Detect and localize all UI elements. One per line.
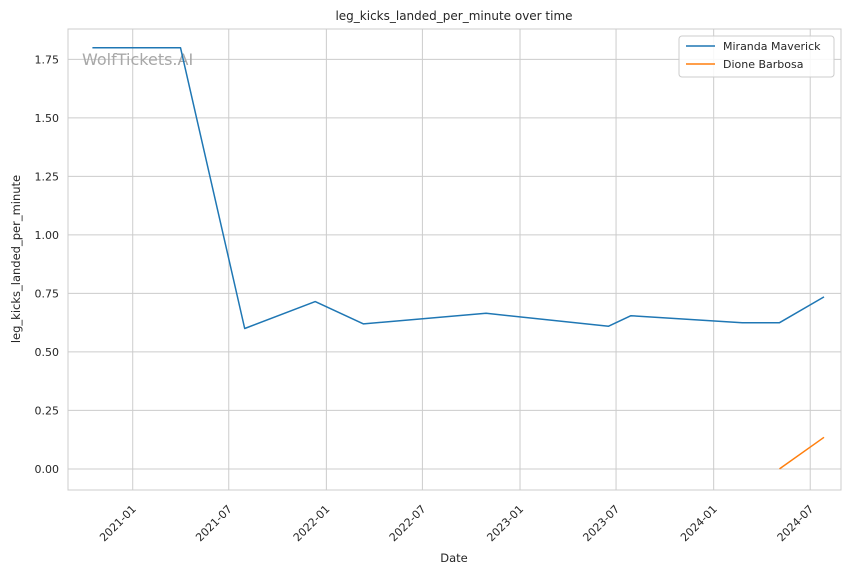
x-tick-label: 2024-01 (678, 503, 720, 545)
y-tick-label: 0.00 (35, 463, 60, 476)
x-axis-ticks: 2021-01 2021-07 2022-01 2022-07 2023-01 2023-… (97, 503, 816, 545)
y-tick-label: 0.50 (35, 346, 60, 359)
y-axis-ticks: 0.00 0.25 0.50 0.75 1.00 1.25 1.50 1.75 (35, 53, 60, 476)
y-tick-label: 1.25 (35, 170, 60, 183)
x-tick-label: 2022-01 (291, 503, 333, 545)
y-tick-label: 0.75 (35, 287, 60, 300)
series-line-0 (92, 46, 825, 330)
x-tick-label: 2021-07 (193, 503, 235, 545)
y-tick-label: 1.50 (35, 112, 60, 125)
plot-frame (67, 28, 842, 491)
series-line-1 (779, 436, 825, 470)
x-tick-label: 2023-01 (484, 503, 526, 545)
chart-title: leg_kicks_landed_per_minute over time (335, 9, 572, 23)
y-axis-label: leg_kicks_landed_per_minute (9, 175, 23, 343)
series-lines (92, 46, 825, 470)
x-tick-label: 2022-07 (387, 503, 429, 545)
y-tick-label: 1.00 (35, 229, 60, 242)
x-tick-label: 2023-07 (580, 503, 622, 545)
y-tick-label: 0.25 (35, 404, 60, 417)
legend: Miranda Maverick Dione Barbosa (678, 35, 835, 78)
legend-label-1: Dione Barbosa (723, 58, 804, 71)
grid (68, 29, 841, 490)
x-tick-label: 2024-07 (775, 503, 817, 545)
legend-label-0: Miranda Maverick (723, 40, 821, 53)
x-axis-label: Date (440, 551, 468, 565)
legend-box (678, 35, 835, 78)
watermark: WolfTickets.AI (82, 50, 193, 69)
y-tick-label: 1.75 (35, 53, 60, 66)
x-tick-label: 2021-01 (97, 503, 139, 545)
